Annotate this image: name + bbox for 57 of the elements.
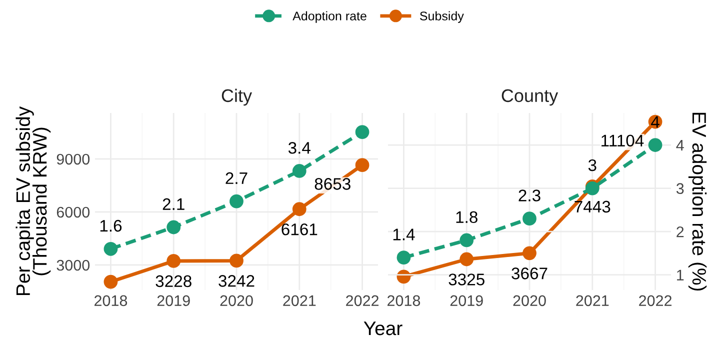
point (522, 246, 536, 260)
data-label: 2.3 (518, 190, 540, 202)
y-axis-title: Per capita EV subsidy (Thousand KRW) (16, 106, 51, 296)
y2-axis-title: EV adoption rate (%) (688, 112, 707, 291)
x-tick-label: 2022 (346, 295, 379, 306)
x-tick-label: 2018 (388, 295, 420, 306)
point (104, 274, 118, 289)
data-label: 11104 (602, 134, 644, 147)
y-tick-label: 6000 (56, 206, 90, 218)
point (460, 233, 474, 248)
data-label: 3 (588, 159, 596, 172)
y2-tick-label: 3 (676, 183, 684, 194)
x-tick-label: 2020 (220, 295, 253, 306)
data-label: 3325 (448, 274, 484, 286)
x-tick-label: 2020 (513, 295, 546, 306)
legend-label: Subsidy (420, 11, 464, 23)
point (166, 220, 181, 234)
data-label: 3228 (156, 275, 192, 288)
x-axis-title: Year (364, 322, 402, 336)
y2-tick-label: 1 (677, 270, 684, 280)
point (648, 138, 662, 152)
point (355, 125, 370, 139)
data-label: 6161 (282, 223, 318, 236)
data-label: 3242 (218, 275, 254, 287)
data-label: 8653 (314, 178, 350, 190)
point (166, 254, 181, 268)
data-label: 4 (651, 116, 660, 128)
legend-label: Adoption rate (292, 11, 366, 23)
x-tick-label: 2019 (450, 295, 483, 306)
data-label: 1.6 (100, 220, 122, 232)
data-label: 3667 (512, 268, 548, 280)
x-tick-label: 2022 (639, 295, 672, 306)
x-tick-label: 2021 (283, 295, 316, 306)
y2-tick-label: 4 (676, 140, 684, 151)
y-tick-label: 3000 (56, 260, 90, 271)
y2-tick-label: 2 (676, 226, 684, 238)
chart-title: City (222, 88, 252, 106)
data-label: 1.4 (393, 228, 415, 240)
data-label: 7443 (574, 200, 610, 213)
x-tick-label: 2021 (576, 295, 609, 306)
data-label: 2.1 (162, 198, 184, 210)
chart-title: County (502, 89, 558, 106)
point (355, 158, 370, 172)
point (460, 252, 474, 266)
point (292, 164, 306, 178)
y-tick-label: 9000 (56, 154, 90, 165)
point (292, 202, 306, 216)
x-tick-label: 2018 (94, 295, 128, 306)
point (522, 212, 536, 226)
data-label: 2.7 (226, 172, 248, 184)
point (396, 250, 411, 264)
data-label: 1.8 (456, 211, 478, 224)
point (230, 194, 244, 208)
point (230, 254, 244, 268)
data-label: 3.4 (288, 142, 310, 154)
x-tick-label: 2019 (157, 295, 190, 306)
point (104, 242, 118, 256)
